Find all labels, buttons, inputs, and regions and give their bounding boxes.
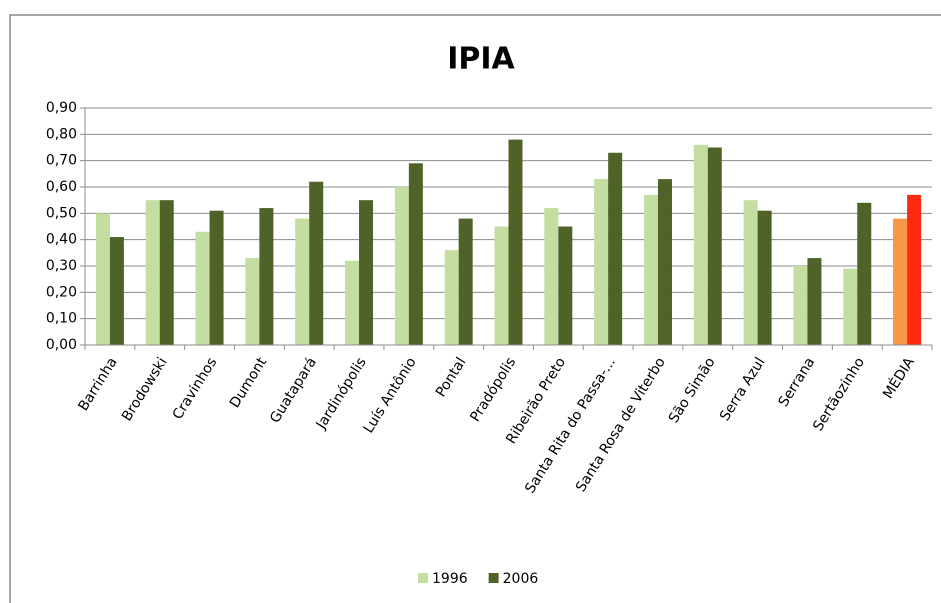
bar [508,139,523,345]
bar [394,187,409,345]
bar [643,194,658,345]
chart-title: IPIA [447,42,515,77]
bar [907,194,922,345]
bar [458,218,473,345]
bar [345,260,360,345]
y-tick-label: 0,40 [46,232,77,248]
bar [145,200,160,345]
bar [408,163,423,345]
bar [857,202,872,345]
legend-swatch [418,573,428,583]
bar [494,226,509,345]
bar [843,268,858,345]
bar [893,218,908,345]
y-tick-label: 0,30 [46,258,77,274]
bar [544,208,559,345]
y-tick-label: 0,00 [46,337,77,353]
legend-swatch [488,573,499,583]
y-tick-label: 0,80 [46,126,77,142]
bar [657,179,672,345]
y-tick-label: 0,60 [46,179,77,195]
bar [159,200,174,345]
bar [109,237,124,345]
bar [743,200,758,345]
y-tick-label: 0,10 [46,311,77,327]
y-tick-label: 0,70 [46,153,77,169]
bar [558,226,573,345]
bar [757,210,772,345]
y-tick-label: 0,20 [46,284,77,300]
bar [209,210,224,345]
bar [444,250,459,345]
y-tick-label: 0,90 [46,100,77,116]
bar [807,258,822,345]
bar [594,179,609,345]
legend-label: 1996 [432,571,468,587]
bar [245,258,260,345]
bar [95,213,110,345]
bar [693,144,708,345]
bar [259,208,274,345]
bar [359,200,374,345]
bar [608,152,623,345]
bar [793,266,808,345]
bar [295,218,310,345]
legend-label: 2006 [503,571,539,587]
bar [195,231,210,345]
y-tick-label: 0,50 [46,205,77,221]
bar [707,147,722,345]
bar [309,181,324,345]
